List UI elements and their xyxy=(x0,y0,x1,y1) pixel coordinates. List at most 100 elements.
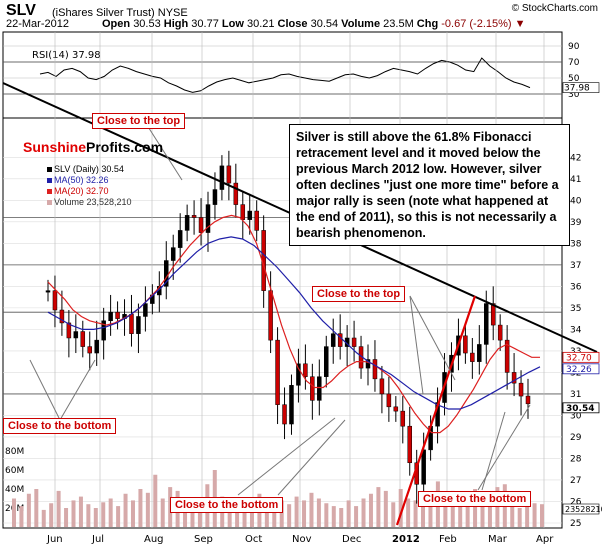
volume-bar xyxy=(376,487,381,527)
volume-last-box xyxy=(562,503,600,515)
open-value: 30.53 xyxy=(133,18,161,30)
x-tick-label: 2012 xyxy=(392,534,420,545)
price-tick-label: 41 xyxy=(570,175,581,185)
volume-bar xyxy=(354,506,359,527)
price-candle xyxy=(115,311,120,319)
sunshine-profits-logo: SunshineProfits.com xyxy=(23,139,163,155)
price-candle xyxy=(407,425,412,464)
volume-bar xyxy=(153,474,158,527)
x-tick-label: Aug xyxy=(144,534,164,545)
price-tick-label: 29 xyxy=(570,433,582,443)
volume-bar xyxy=(525,506,530,527)
volume-bar xyxy=(540,504,544,527)
volume-bar xyxy=(34,489,39,527)
volume-bar xyxy=(346,500,351,527)
volume-bar xyxy=(339,508,344,527)
rsi-tick-label: 90 xyxy=(568,42,580,52)
label-close-to-bottom-2: Close to the bottom xyxy=(170,497,284,513)
price-candle xyxy=(212,189,218,205)
price-candle xyxy=(477,344,482,362)
volume-bar xyxy=(12,498,16,527)
price-candle xyxy=(337,333,343,347)
price-candle xyxy=(504,339,510,373)
analysis-annotation: Silver is still above the 61.8% Fibonacc… xyxy=(289,124,570,246)
volume-bar xyxy=(316,498,321,527)
price-label-box xyxy=(562,402,600,414)
high-label: High xyxy=(163,18,189,30)
volume-bar xyxy=(368,493,373,527)
price-candle xyxy=(80,331,86,347)
volume-bar xyxy=(406,498,411,527)
price-candle xyxy=(177,230,183,248)
ohlc-readout: Open 30.53 High 30.77 Low 30.21 Close 30… xyxy=(102,18,526,30)
price-candle xyxy=(52,290,58,311)
volume-bar xyxy=(242,508,247,527)
price-candle xyxy=(136,316,141,334)
volume-bar xyxy=(235,504,240,527)
price-candle xyxy=(198,217,204,233)
label-close-to-bottom-1: Close to the bottom xyxy=(3,418,117,434)
price-candle xyxy=(170,247,176,261)
rsi-tick-label: 30 xyxy=(568,90,580,100)
volume-bar xyxy=(26,493,31,527)
price-candle xyxy=(463,335,468,354)
volume-tick-label: 40M xyxy=(5,485,24,495)
volume-bar xyxy=(398,489,403,527)
price-label-value: 32.26 xyxy=(566,365,592,375)
price-candle xyxy=(184,215,190,231)
pointer-line xyxy=(277,419,346,496)
quote-date: 22-Mar-2012 xyxy=(6,18,69,30)
volume-bar xyxy=(473,489,478,527)
price-candle xyxy=(379,378,385,395)
x-tick-label: Dec xyxy=(342,534,361,545)
volume-bar xyxy=(78,496,83,527)
x-tick-label: Nov xyxy=(292,534,312,545)
price-candle xyxy=(365,359,371,369)
price-candle xyxy=(191,215,197,218)
volume-bar xyxy=(49,503,54,527)
volume-bar xyxy=(138,489,143,527)
close-value: 30.54 xyxy=(310,18,339,30)
volume-bar xyxy=(458,504,463,527)
price-candle xyxy=(94,339,99,354)
close-label: Close xyxy=(277,18,308,30)
volume-bar xyxy=(517,508,522,527)
volume-bar xyxy=(160,498,165,527)
ma50-line xyxy=(47,236,541,410)
price-candle xyxy=(254,210,259,231)
volume-bar xyxy=(64,508,69,527)
price-candle xyxy=(484,303,489,345)
volume-bar xyxy=(324,503,329,527)
price-candle xyxy=(45,290,51,293)
legend-ma50: MA(50) 32.26 xyxy=(47,175,109,185)
x-tick-label: Jun xyxy=(46,534,63,545)
price-candle xyxy=(282,404,287,425)
price-tick-label: 31 xyxy=(570,390,581,400)
open-label: Open xyxy=(102,18,131,30)
volume-bar xyxy=(19,506,24,527)
price-label-box xyxy=(562,363,600,375)
down-arrow-icon: ▼ xyxy=(514,18,526,30)
price-candle xyxy=(268,290,273,341)
volume-bar xyxy=(361,498,366,527)
price-tick-label: 26 xyxy=(570,497,582,507)
price-candle xyxy=(247,210,252,220)
price-tick-label: 38 xyxy=(570,239,582,249)
price-candle xyxy=(518,382,524,397)
legend-ma50-label: MA(50) 32.26 xyxy=(54,175,109,185)
price-candle xyxy=(226,165,232,184)
volume-bar xyxy=(383,490,388,527)
price-candle xyxy=(233,182,239,205)
price-candle xyxy=(289,385,294,425)
volume-bar xyxy=(116,506,121,527)
price-tick-label: 33 xyxy=(570,347,581,357)
volume-bar xyxy=(532,503,537,527)
volume-bar xyxy=(71,500,76,527)
volume-tick-label: 80M xyxy=(5,447,24,457)
price-candle xyxy=(372,359,378,380)
rally-line xyxy=(395,295,477,526)
price-candle xyxy=(421,449,426,485)
price-tick-label: 37 xyxy=(570,261,581,271)
volume-bar xyxy=(294,496,299,527)
